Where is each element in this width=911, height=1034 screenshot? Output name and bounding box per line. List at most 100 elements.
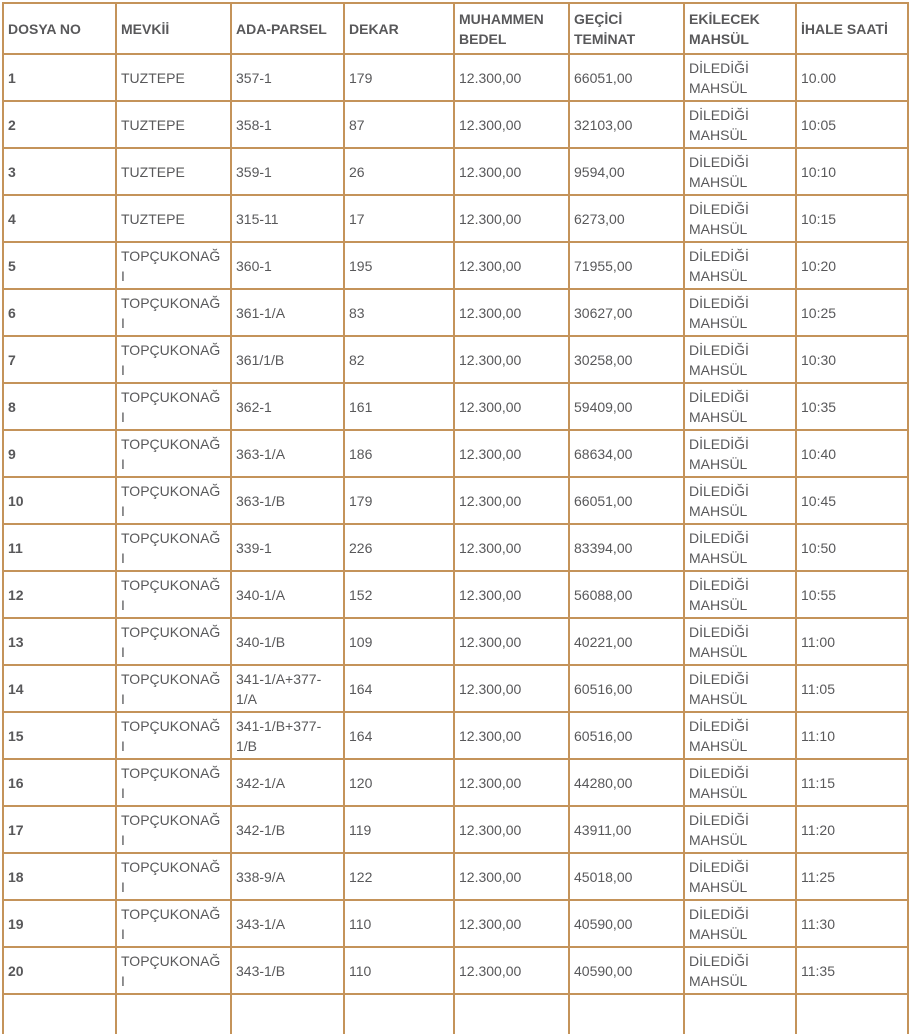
cell-ihale_saati: 10:25	[795, 288, 909, 337]
table-row: 16 TOPÇUKONAĞI 342-1/A 120 12.300,00 44280,00…	[2, 758, 909, 807]
cell-muhammen_bedel: 12.300,00	[453, 53, 570, 102]
cell-muhammen_bedel: 12.300,00	[453, 335, 570, 384]
table-row: 4 TUZTEPE 315-11 17 12.300,00 6273,00 DİLEDİĞİ…	[2, 194, 909, 243]
cell-ihale_saati: 11:00	[795, 617, 909, 666]
cell-muhammen_bedel: 12.300,00	[453, 147, 570, 196]
cell-ada_parsel: 359-1	[230, 147, 345, 196]
cell-muhammen_bedel: 12.300,00	[453, 805, 570, 854]
cell-muhammen_bedel: 12.300,00	[453, 711, 570, 760]
cell-dekar: 83	[343, 288, 455, 337]
table-row: 8 TOPÇUKONAĞI 362-1 161 12.300,00 59409,00 DİL…	[2, 382, 909, 431]
cell-ada_parsel: 343-1/A	[230, 899, 345, 948]
cell-ada_parsel: 338-9/A	[230, 852, 345, 901]
cell-ihale_saati: 10:30	[795, 335, 909, 384]
cell-gecici_teminat: 32103,00	[568, 100, 685, 149]
cell-mevkii: TOPÇUKONAĞI	[115, 476, 232, 525]
table-row: 5 TOPÇUKONAĞI 360-1 195 12.300,00 71955,00 DİL…	[2, 241, 909, 290]
column-header-ada_parsel: ADA-PARSEL	[230, 2, 345, 55]
cell-mevkii: TOPÇUKONAĞI	[115, 758, 232, 807]
table-row: 7 TOPÇUKONAĞI 361/1/B 82 12.300,00 30258,00 Dİ…	[2, 335, 909, 384]
cell-dosya_no: 15	[2, 711, 117, 760]
cell-ada_parsel: 363-1/A	[230, 429, 345, 478]
cell-ekilecek_mahsul: DİLEDİĞİ MAHSÜL	[683, 570, 797, 619]
cell-mevkii: TOPÇUKONAĞI	[115, 570, 232, 619]
cell-gecici_teminat: 30258,00	[568, 335, 685, 384]
cell-ekilecek_mahsul: DİLEDİĞİ MAHSÜL	[683, 758, 797, 807]
cell-dosya_no: 16	[2, 758, 117, 807]
table-body: 1 TUZTEPE 357-1 179 12.300,00 66051,00 DİLEDİĞ…	[2, 53, 909, 1034]
table-row: 2 TUZTEPE 358-1 87 12.300,00 32103,00 DİLEDİĞİ…	[2, 100, 909, 149]
cell-ihale_saati: 11:05	[795, 664, 909, 713]
cell-dosya_no: 1	[2, 53, 117, 102]
cell-ihale_saati: 10:15	[795, 194, 909, 243]
cell-mevkii: TOPÇUKONAĞI	[115, 382, 232, 431]
cell-ihale_saati: 10:35	[795, 382, 909, 431]
cell-muhammen_bedel: 12.300,00	[453, 241, 570, 290]
cell-dekar-empty	[343, 993, 455, 1034]
cell-dosya_no: 6	[2, 288, 117, 337]
cell-dosya_no: 4	[2, 194, 117, 243]
cell-mevkii: TOPÇUKONAĞI	[115, 852, 232, 901]
cell-ada_parsel-empty	[230, 993, 345, 1034]
cell-ekilecek_mahsul: DİLEDİĞİ MAHSÜL	[683, 429, 797, 478]
cell-mevkii: TOPÇUKONAĞI	[115, 523, 232, 572]
cell-ihale_saati: 10:05	[795, 100, 909, 149]
cell-ekilecek_mahsul: DİLEDİĞİ MAHSÜL	[683, 899, 797, 948]
table-row: 15 TOPÇUKONAĞI 341-1/B+377-1/B 164 12.300,00…	[2, 711, 909, 760]
cell-ada_parsel: 342-1/A	[230, 758, 345, 807]
cell-dosya_no: 8	[2, 382, 117, 431]
table-row: 1 TUZTEPE 357-1 179 12.300,00 66051,00 DİLEDİĞ…	[2, 53, 909, 102]
cell-ekilecek_mahsul: DİLEDİĞİ MAHSÜL	[683, 523, 797, 572]
cell-gecici_teminat-empty	[568, 993, 685, 1034]
cell-ada_parsel: 363-1/B	[230, 476, 345, 525]
cell-muhammen_bedel: 12.300,00	[453, 946, 570, 995]
header-row: DOSYA NO MEVKİİ ADA-PARSEL DEKAR MUHAMMEN BE…	[2, 2, 909, 55]
cell-muhammen_bedel: 12.300,00	[453, 288, 570, 337]
cell-gecici_teminat: 9594,00	[568, 147, 685, 196]
cell-mevkii: TOPÇUKONAĞI	[115, 805, 232, 854]
cell-dosya_no: 17	[2, 805, 117, 854]
cell-ekilecek_mahsul: DİLEDİĞİ MAHSÜL	[683, 100, 797, 149]
cell-ada_parsel: 341-1/B+377-1/B	[230, 711, 345, 760]
cell-dosya_no: 13	[2, 617, 117, 666]
cell-mevkii: TOPÇUKONAĞI	[115, 664, 232, 713]
cell-ekilecek_mahsul: DİLEDİĞİ MAHSÜL	[683, 241, 797, 290]
cell-dekar: 186	[343, 429, 455, 478]
cell-mevkii: TOPÇUKONAĞI	[115, 899, 232, 948]
cell-muhammen_bedel: 12.300,00	[453, 570, 570, 619]
cell-dekar: 120	[343, 758, 455, 807]
column-header-gecici_teminat: GEÇİCİ TEMİNAT	[568, 2, 685, 55]
table-row: 10 TOPÇUKONAĞI 363-1/B 179 12.300,00 66051,00…	[2, 476, 909, 525]
cell-dosya_no: 14	[2, 664, 117, 713]
cell-mevkii: TUZTEPE	[115, 147, 232, 196]
table-row: 6 TOPÇUKONAĞI 361-1/A 83 12.300,00 30627,00 Dİ…	[2, 288, 909, 337]
cell-ekilecek_mahsul: DİLEDİĞİ MAHSÜL	[683, 805, 797, 854]
cell-muhammen_bedel: 12.300,00	[453, 899, 570, 948]
cell-mevkii: TOPÇUKONAĞI	[115, 288, 232, 337]
cell-ada_parsel: 342-1/B	[230, 805, 345, 854]
cell-ada_parsel: 340-1/A	[230, 570, 345, 619]
table-row: 13 TOPÇUKONAĞI 340-1/B 109 12.300,00 40221,00…	[2, 617, 909, 666]
cell-ihale_saati: 11:20	[795, 805, 909, 854]
cell-gecici_teminat: 66051,00	[568, 476, 685, 525]
cell-gecici_teminat: 45018,00	[568, 852, 685, 901]
cell-ekilecek_mahsul: DİLEDİĞİ MAHSÜL	[683, 711, 797, 760]
cell-muhammen_bedel-empty	[453, 993, 570, 1034]
cell-gecici_teminat: 59409,00	[568, 382, 685, 431]
cell-dekar: 110	[343, 946, 455, 995]
cell-ada_parsel: 357-1	[230, 53, 345, 102]
cell-ihale_saati: 11:35	[795, 946, 909, 995]
cell-mevkii: TOPÇUKONAĞI	[115, 429, 232, 478]
cell-gecici_teminat: 40590,00	[568, 946, 685, 995]
cell-gecici_teminat: 30627,00	[568, 288, 685, 337]
table-row: 12 TOPÇUKONAĞI 340-1/A 152 12.300,00 56088,00…	[2, 570, 909, 619]
cell-dosya_no: 10	[2, 476, 117, 525]
cell-dosya_no: 3	[2, 147, 117, 196]
cell-ada_parsel: 362-1	[230, 382, 345, 431]
cell-dosya_no: 9	[2, 429, 117, 478]
column-header-ihale_saati: İHALE SAATİ	[795, 2, 909, 55]
cell-gecici_teminat: 60516,00	[568, 711, 685, 760]
table-row: 19 TOPÇUKONAĞI 343-1/A 110 12.300,00 40590,00…	[2, 899, 909, 948]
cell-dekar: 152	[343, 570, 455, 619]
cell-mevkii: TOPÇUKONAĞI	[115, 617, 232, 666]
